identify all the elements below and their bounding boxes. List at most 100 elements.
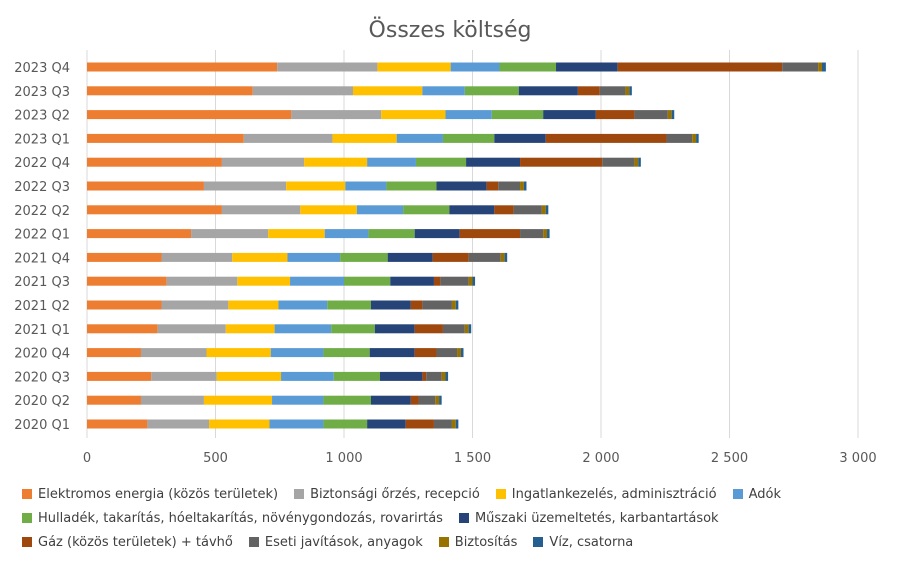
bar-segment <box>191 229 269 239</box>
bar-segment <box>209 419 270 429</box>
bar-segment <box>356 205 404 215</box>
legend-swatch <box>22 513 32 523</box>
legend-label: Hulladék, takarítás, hóeltakarítás, növé… <box>38 510 443 526</box>
bar-segment <box>442 133 495 143</box>
bar-segment <box>520 229 544 239</box>
bar-segment <box>450 62 500 72</box>
bar-segment <box>666 133 693 143</box>
bar-segment <box>237 276 291 286</box>
bar-segment <box>422 86 465 96</box>
bar-segment <box>556 62 618 72</box>
legend-entry: Biztosítás <box>438 534 518 550</box>
x-tick-label: 0 <box>83 451 91 466</box>
bar-segment <box>440 276 469 286</box>
bar-segment <box>344 276 391 286</box>
bar-segment <box>340 252 388 262</box>
bar-segment <box>216 371 282 381</box>
bar-segment <box>436 348 458 358</box>
legend-swatch <box>458 513 469 523</box>
bar-segment <box>87 300 162 310</box>
x-tick-label: 3 000 <box>839 451 876 466</box>
bar-segment <box>252 86 353 96</box>
bar-segment <box>422 371 427 381</box>
bar-segment <box>418 395 436 405</box>
bar-segment <box>818 62 823 72</box>
bar-segment <box>692 133 697 143</box>
y-tick-label: 2022 Q4 <box>14 156 70 171</box>
x-tick-label: 2 000 <box>582 451 619 466</box>
x-tick-label: 1 000 <box>325 451 362 466</box>
bar-segment <box>629 86 632 96</box>
bar-segment <box>286 181 346 191</box>
bar-segment <box>243 133 333 143</box>
bar-segment <box>151 371 217 381</box>
bar-segment <box>221 205 301 215</box>
bar-segment <box>87 371 152 381</box>
bar-segment <box>203 181 287 191</box>
bar-segment <box>617 62 783 72</box>
bar-segment <box>323 395 371 405</box>
bar-segment <box>87 252 162 262</box>
bar-segment <box>390 276 434 286</box>
bar-segment <box>545 133 667 143</box>
bar-segment <box>460 348 464 358</box>
bar-segment <box>287 252 341 262</box>
bar-segment <box>370 300 411 310</box>
bar-segment <box>332 133 397 143</box>
bar-segment <box>638 157 641 167</box>
legend-label: Biztosítás <box>454 534 518 550</box>
legend: Elektromos energia (közös területek) Bizt… <box>22 482 882 554</box>
bar-segment <box>345 181 387 191</box>
bar-segment <box>291 110 382 120</box>
legend-swatch <box>22 489 32 499</box>
bar-segment <box>464 324 469 334</box>
bar-segment <box>166 276 238 286</box>
bar-segment <box>161 300 229 310</box>
legend-row: Hulladék, takarítás, hóeltakarítás, növé… <box>22 506 882 530</box>
legend-swatch <box>533 537 544 547</box>
bar-segment <box>466 157 521 167</box>
bar-segment <box>494 205 514 215</box>
legend-entry: Biztonsági őrzés, recepció <box>294 487 480 502</box>
bar-segment <box>290 276 344 286</box>
bar-segment <box>368 229 415 239</box>
bar-segment <box>278 300 328 310</box>
bar-segment <box>625 86 630 96</box>
y-tick-label: 2021 Q2 <box>14 299 70 314</box>
bar-segment <box>225 324 275 334</box>
bar-segment <box>504 252 508 262</box>
bar-segment <box>523 181 527 191</box>
bar-segment <box>87 205 222 215</box>
bar-segment <box>87 229 192 239</box>
bar-segment <box>367 157 416 167</box>
bar-segment <box>696 133 699 143</box>
bar-segment <box>445 110 492 120</box>
bar-segment <box>161 252 233 262</box>
bar-segment <box>468 276 473 286</box>
bar-segment <box>671 110 675 120</box>
bar-segment <box>232 252 288 262</box>
bar-segment <box>491 110 544 120</box>
bar-segment <box>374 324 415 334</box>
y-tick-label: 2023 Q4 <box>14 61 70 76</box>
legend-swatch <box>438 537 449 547</box>
bar-segment <box>379 371 423 381</box>
legend-entry: Adók <box>732 487 781 502</box>
bar-segment <box>543 229 548 239</box>
bar-segment <box>327 300 371 310</box>
bar-segment <box>486 181 499 191</box>
bar-segment <box>387 252 433 262</box>
chart-plot: 0 500 1 000 1 500 2 000 2 500 3 000 2020 Q1 2020… <box>14 50 877 466</box>
legend-entry: Elektromos energia (közös területek) <box>22 487 278 502</box>
bar-segment <box>370 395 411 405</box>
bar-segment <box>520 181 524 191</box>
legend-entry: Ingatlankezelés, adminisztráció <box>495 487 717 502</box>
bar-segment <box>270 348 324 358</box>
bar-segment <box>439 395 442 405</box>
bar-segment <box>547 229 550 239</box>
bar-segment <box>445 371 449 381</box>
bar-segment <box>468 252 501 262</box>
bar-segment <box>602 157 635 167</box>
bar-segment <box>386 181 437 191</box>
